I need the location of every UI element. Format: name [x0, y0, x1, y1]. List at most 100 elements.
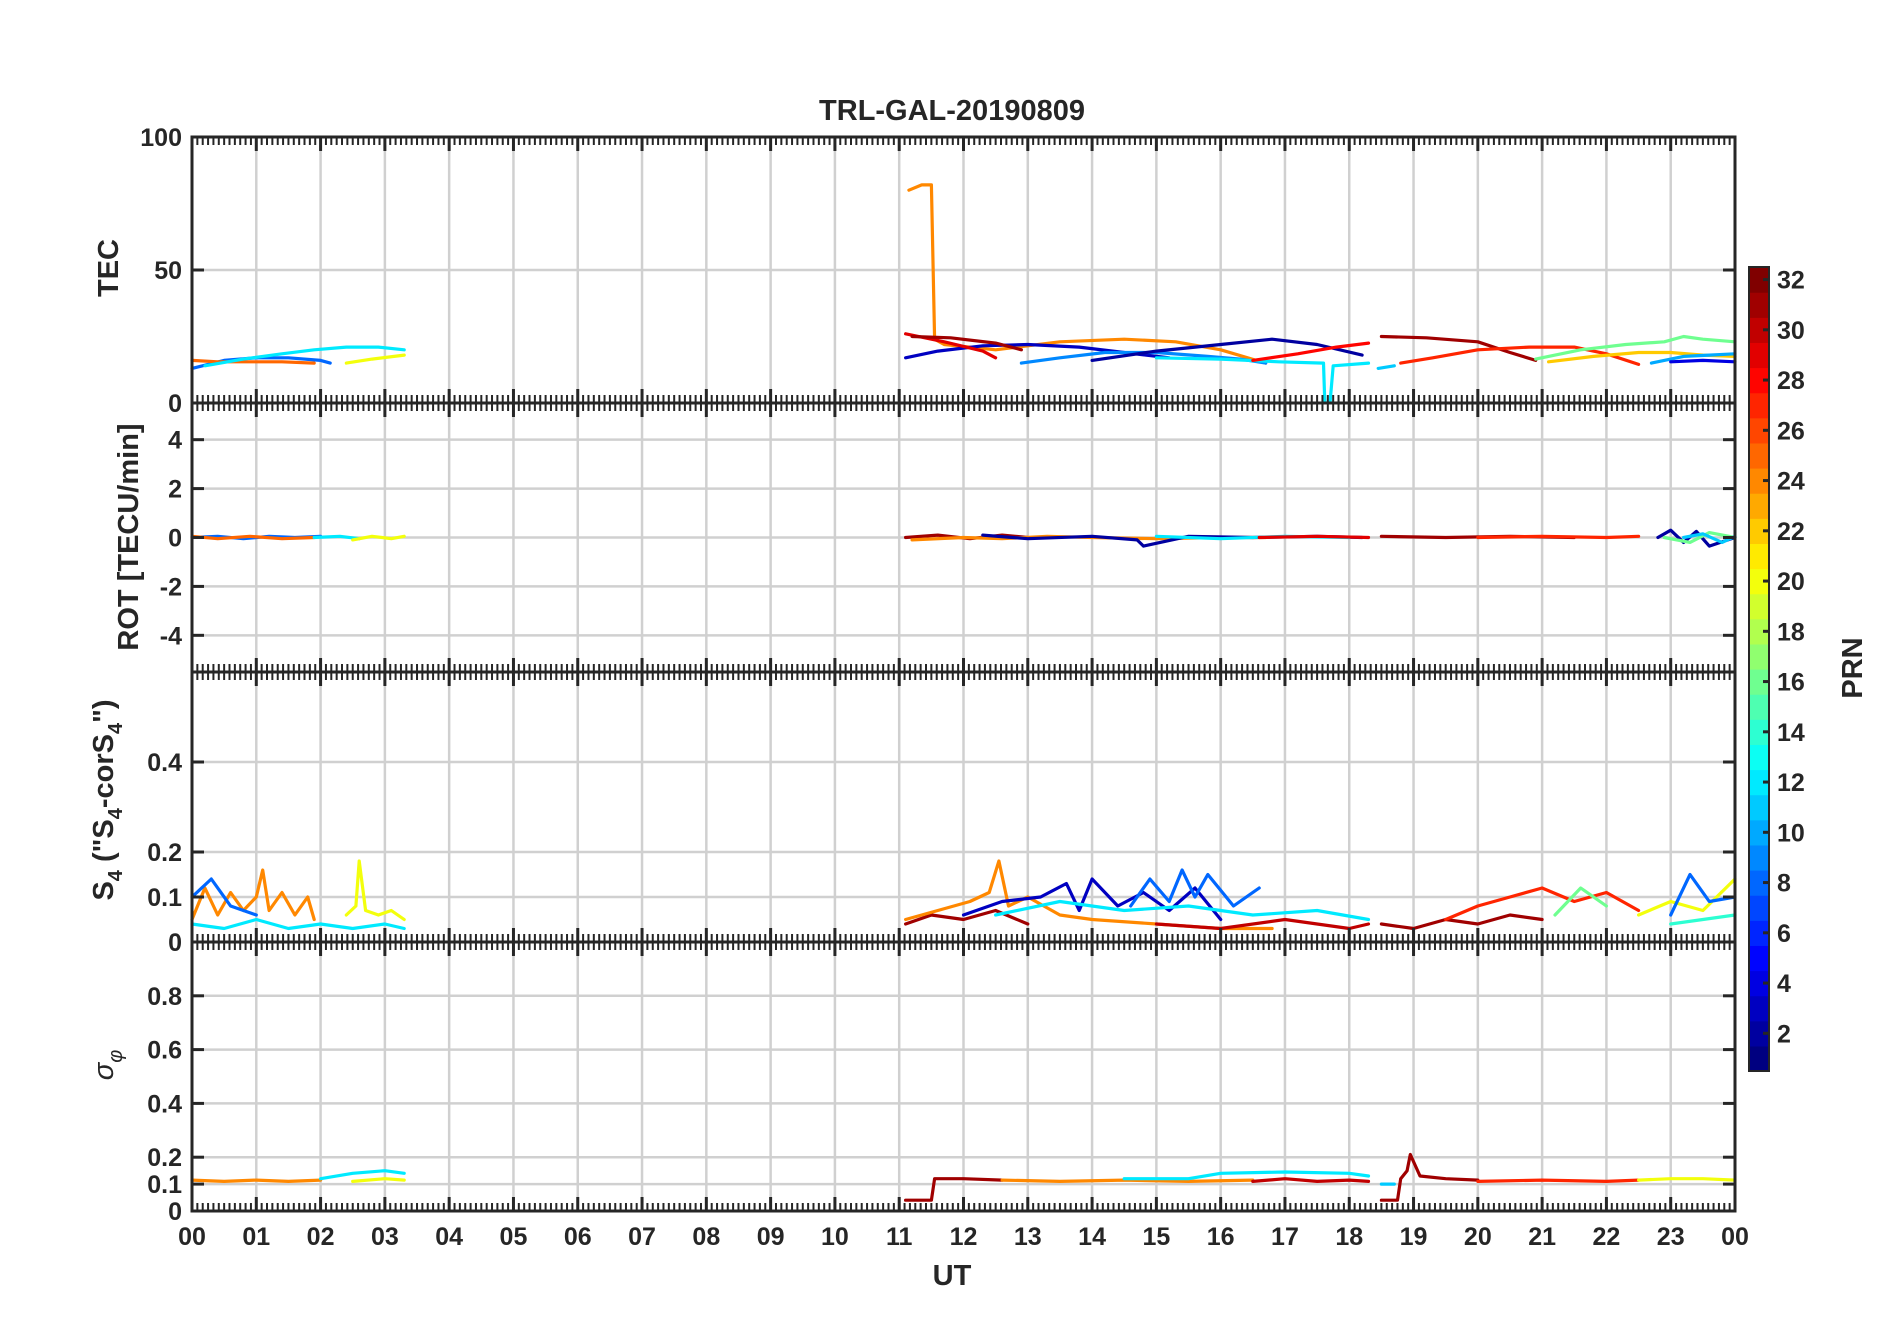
- tec-series-prn-4: [1669, 358, 1737, 364]
- colorbar-swatch-2: [1749, 1020, 1769, 1047]
- colorbar-tick-label: 6: [1777, 920, 1791, 948]
- tec-y-tick-label: 100: [140, 124, 182, 152]
- tec-series-prn-2: [1090, 337, 1364, 362]
- figure-title: TRL-GAL-20190809: [819, 95, 1085, 127]
- colorbar-swatch-26: [1749, 417, 1769, 444]
- x-tick-label: 11: [886, 1223, 913, 1251]
- x-tick-label: 12: [950, 1223, 978, 1251]
- tec-series-prn-31: [1379, 334, 1538, 362]
- s4-label-sub2: 4: [105, 807, 127, 819]
- s4-series-prn-12: [190, 917, 406, 931]
- s4-series-prn-8: [190, 877, 258, 917]
- sigphi-series-prn-20: [351, 1177, 406, 1184]
- x-tick-label: 15: [1142, 1223, 1170, 1251]
- colorbar-swatch-18: [1749, 618, 1769, 645]
- rot-y-tick-label: -4: [160, 622, 182, 650]
- colorbar-swatch-23: [1749, 493, 1769, 519]
- s4-series-prn-8: [1669, 872, 1737, 917]
- sigphi-y-tick-label: 0.4: [147, 1090, 182, 1118]
- sigphi-series-prn-20: [1636, 1177, 1737, 1182]
- s4-series-prn-20: [1636, 877, 1737, 917]
- colorbar-swatch-1: [1749, 1045, 1769, 1072]
- colorbar-tick-label: 14: [1777, 719, 1805, 747]
- colorbar-swatch-10: [1749, 819, 1769, 846]
- s4-panel: 0 0.1 0.2 0.4: [147, 670, 1737, 957]
- tec-series-prn-25: [190, 358, 316, 365]
- colorbar-swatch-17: [1749, 643, 1769, 670]
- colorbar-swatch-19: [1749, 593, 1769, 620]
- rot-axis-title: ROT [TECU/min]: [113, 423, 145, 650]
- colorbar-swatch-20: [1749, 568, 1769, 595]
- x-tick-label: 02: [307, 1223, 335, 1251]
- s4-y-tick-label: 0.1: [147, 884, 182, 912]
- colorbar-tick-label: 10: [1777, 819, 1805, 847]
- rot-y-tick-label: 4: [168, 427, 182, 455]
- colorbar-tick-label: 8: [1777, 870, 1791, 898]
- tec-series-prn-31: [910, 334, 1024, 352]
- colorbar-swatch-5: [1749, 945, 1769, 972]
- colorbar-swatch-29: [1749, 342, 1769, 369]
- tec-series-prn-10: [1649, 352, 1737, 365]
- colorbar-tick-label: 26: [1777, 417, 1805, 445]
- s4-y-tick-label: 0.4: [147, 749, 182, 777]
- colorbar-tick-label: 4: [1777, 970, 1791, 998]
- x-axis-labels: 00 01 02 03 04 05 06 07 08 09 10 11 12 13 14 15 16 17 18 19…: [178, 1223, 1749, 1251]
- sigphi-series-prn-12: [319, 1169, 406, 1181]
- sigma-label-sub: φ: [105, 1050, 127, 1063]
- sigphi-y-tick-label: 0.8: [147, 983, 182, 1011]
- s4-series-prn-8: [1129, 868, 1261, 908]
- colorbar-swatch-15: [1749, 694, 1769, 720]
- s4-series-prn-16: [1553, 886, 1609, 917]
- sigma-label-s: σ: [88, 1061, 120, 1080]
- rot-panel: -4 -2 0 2 4: [160, 401, 1737, 674]
- colorbar-frame: [1748, 266, 1770, 1072]
- s4-series-prn-31: [1379, 913, 1544, 931]
- colorbar-tick-label: 2: [1777, 1020, 1791, 1048]
- x-tick-label: 06: [564, 1223, 592, 1251]
- x-tick-label: 16: [1207, 1223, 1235, 1251]
- x-tick-label: 05: [500, 1223, 528, 1251]
- x-tick-label: 03: [371, 1223, 399, 1251]
- tec-y-tick-label: 50: [154, 257, 182, 285]
- x-tick-label: 14: [1078, 1223, 1106, 1251]
- sigphi-series-prn-31: [1379, 1152, 1480, 1202]
- tec-series-prn-12: [203, 345, 406, 368]
- s4-axis-title: S4 ("S4-corS4"): [88, 699, 127, 900]
- x-tick-label: 00: [178, 1223, 206, 1251]
- sigphi-y-tick-label: 0.1: [147, 1171, 182, 1199]
- tec-series-prn-16: [1534, 334, 1737, 361]
- rot-series-prn-27: [1476, 534, 1641, 540]
- colorbar-swatch-4: [1749, 970, 1769, 997]
- x-tick-label: 10: [821, 1223, 849, 1251]
- sigphi-frame: [190, 940, 1737, 1213]
- s4-series-prn-14: [1669, 913, 1737, 926]
- s4-series-prn-24: [190, 868, 316, 922]
- s4-label-close: "): [88, 699, 120, 722]
- sigphi-y-tick-label: 0: [168, 1198, 182, 1226]
- colorbar-swatch-21: [1749, 543, 1769, 570]
- sigma-phi-axis-title: σφ: [88, 1050, 127, 1081]
- colorbar-tick-label: 24: [1777, 468, 1805, 496]
- sigphi-series-prn-31: [903, 1177, 1004, 1202]
- x-tick-label: 07: [628, 1223, 656, 1251]
- rot-y-tick-label: 2: [168, 476, 182, 504]
- x-tick-label: 23: [1657, 1223, 1685, 1251]
- colorbar-label: PRN: [1837, 637, 1869, 698]
- s4-series-prn-20: [344, 859, 406, 922]
- rot-series-prn-16: [1662, 530, 1737, 545]
- sigphi-y-tick-label: 0.2: [147, 1144, 182, 1172]
- s4-label-open: ("S: [88, 819, 120, 870]
- colorbar-tick-label: 16: [1777, 669, 1805, 697]
- rot-y-tick-label: 0: [168, 525, 182, 553]
- x-tick-label: 09: [757, 1223, 785, 1251]
- x-tick-label: 00: [1721, 1223, 1749, 1251]
- colorbar-swatch-3: [1749, 995, 1769, 1022]
- rot-series-prn-29: [1257, 534, 1371, 540]
- sigphi-series-prn-27: [1476, 1178, 1641, 1184]
- colorbar-swatch-27: [1749, 392, 1769, 419]
- s4-series-prn-31: [903, 908, 1030, 926]
- s4-y-tick-label: 0.2: [147, 839, 182, 867]
- colorbar-swatch-8: [1749, 870, 1769, 896]
- sigma-phi-panel: 00.10.2 0.4 0.6 0.8: [147, 940, 1737, 1226]
